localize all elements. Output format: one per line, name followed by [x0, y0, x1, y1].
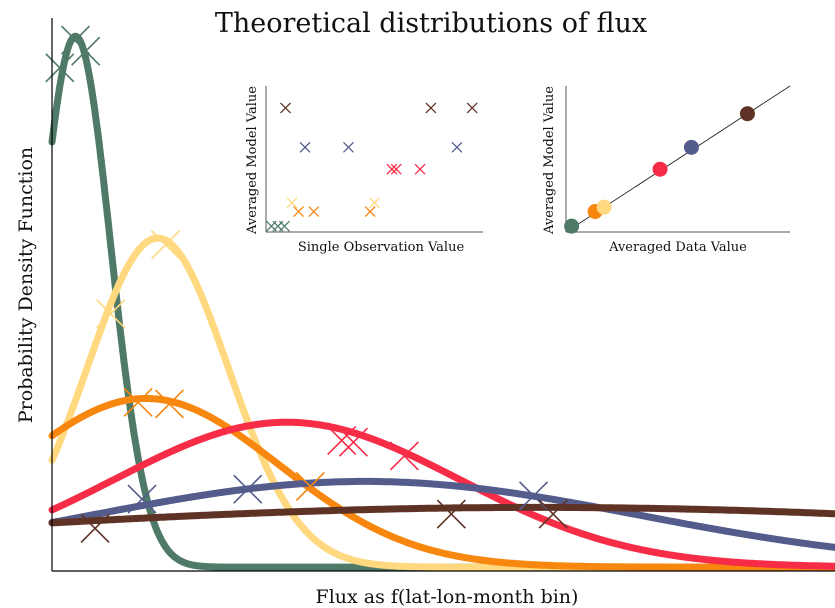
series-6-marker-2	[436, 499, 466, 529]
inset1-point-6-3	[466, 102, 478, 114]
series-line-6	[48, 503, 835, 527]
series-1-marker-3	[71, 36, 101, 66]
series-6-marker-3	[538, 499, 568, 529]
series-1-marker-1	[45, 53, 75, 83]
inset1-point-5-2	[343, 141, 354, 153]
chart-title: Theoretical distributions of flux	[215, 8, 647, 39]
inset1-point-2-1	[286, 197, 298, 209]
series-5-marker-3	[518, 481, 549, 511]
series-5-marker-1	[127, 484, 157, 514]
series-3-marker-3	[295, 471, 325, 501]
series-line-4	[48, 418, 835, 570]
series-3-marker-2	[154, 389, 185, 419]
inset2-point-1	[564, 218, 580, 234]
inset2-y-label: Averaged Model Value	[542, 86, 557, 235]
inset1-point-4-3	[414, 163, 426, 175]
series-2-marker-1	[96, 299, 126, 329]
inset2-x-label: Averaged Data Value	[608, 240, 747, 255]
inset1-point-3-2	[308, 206, 320, 218]
main-markers	[45, 25, 568, 543]
series-3-marker-1	[123, 387, 153, 417]
y-axis-label: Probability Density Function	[15, 147, 37, 423]
inset1-point-5-1	[299, 141, 311, 153]
series-line-5	[48, 477, 835, 551]
inset1-point-4-1	[386, 163, 398, 175]
inset1-markers	[265, 102, 478, 232]
inset1-x-label: Single Observation Value	[298, 240, 465, 255]
inset1-point-5-3	[451, 141, 463, 153]
main-plot	[45, 18, 835, 572]
series-4-marker-3	[389, 441, 419, 471]
main-curves	[48, 32, 835, 571]
inset1-point-3-1	[293, 206, 305, 218]
series-line-3	[48, 395, 835, 571]
inset-observation-scatter: Single Observation Value Averaged Model …	[245, 86, 483, 255]
series-5-marker-2	[233, 474, 263, 504]
inset1-y-label: Averaged Model Value	[245, 86, 260, 235]
inset2-point-3	[596, 199, 612, 215]
x-axis-label: Flux as f(lat-lon-month bin)	[316, 586, 579, 608]
inset1-point-1-3	[278, 220, 290, 232]
inset-averaged-scatter: Averaged Data Value Averaged Model Value	[542, 85, 791, 255]
series-2-marker-2	[150, 230, 181, 260]
inset1-point-4-2	[390, 163, 402, 175]
series-4-marker-1	[327, 425, 357, 456]
inset1-point-3-3	[364, 206, 376, 218]
inset2-markers	[564, 106, 755, 234]
series-4-marker-2	[338, 427, 369, 457]
series-6-marker-1	[80, 513, 110, 543]
inset1-point-6-1	[280, 102, 291, 114]
inset1-point-6-2	[425, 102, 437, 114]
inset2-point-4	[652, 161, 668, 177]
inset1-point-2-2	[369, 197, 380, 209]
inset2-point-6	[739, 106, 755, 122]
inset2-point-5	[683, 139, 699, 155]
